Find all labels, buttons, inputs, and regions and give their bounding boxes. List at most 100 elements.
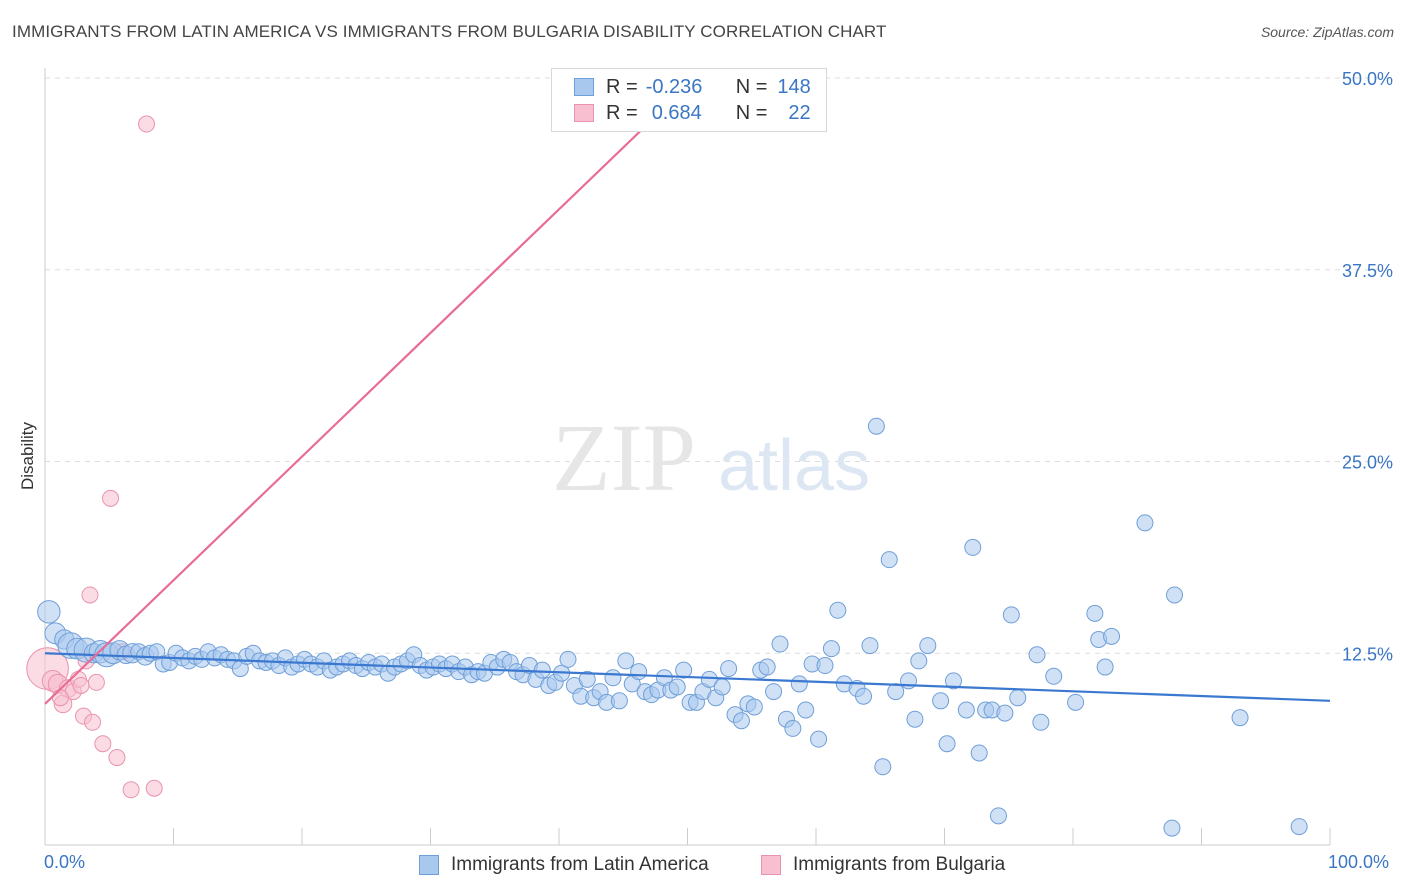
latin-america-point (816, 657, 834, 675)
latin-america-point (559, 650, 577, 668)
x-tick-label-min: 0.0% (44, 852, 86, 872)
bulgaria-point (108, 749, 126, 767)
latin-america-point (1086, 604, 1104, 622)
grid-lines (45, 77, 1395, 654)
latin-america-point (1009, 689, 1027, 707)
latin-america-point (1028, 646, 1046, 664)
latin-america-point (906, 710, 924, 728)
legend-swatch-pink (574, 104, 594, 122)
trend-lines (44, 84, 1331, 705)
legend-row-bulgaria: R = 0.684 N = 22 (574, 100, 811, 126)
legend-r-label: R = (606, 101, 638, 124)
latin-america-point (910, 652, 928, 670)
latin-america-point (989, 807, 1007, 825)
latin-america-point (867, 417, 885, 435)
y-tick-label: 25.0% (1342, 453, 1393, 473)
latin-america-point (1032, 713, 1050, 731)
legend-n-value: 148 (777, 75, 811, 98)
latin-america-point (745, 698, 763, 716)
y-tick-labels: 12.5% 25.0% 37.5% 50.0% (1342, 69, 1393, 664)
latin-america-point (732, 712, 750, 730)
legend-r-value: 0.684 (651, 101, 702, 124)
bulgaria-point (87, 673, 105, 691)
latin-america-point (944, 672, 962, 690)
latin-america-point (964, 538, 982, 556)
bulgaria-point (102, 489, 120, 507)
latin-america-point (610, 692, 628, 710)
latin-america-point (1163, 819, 1181, 837)
watermark-zip: ZIP (552, 404, 696, 511)
latin-america-point (1166, 586, 1184, 604)
latin-america-point (1136, 514, 1154, 532)
latin-america-point (578, 670, 596, 688)
bulgaria-point (138, 115, 156, 133)
latin-america-point (919, 637, 937, 655)
bulgaria-point (122, 781, 140, 799)
latin-america-point (880, 551, 898, 569)
legend-n-value: 22 (788, 101, 811, 124)
legend-item-bulgaria: Immigrants from Bulgaria (761, 852, 1005, 878)
latin-america-point (932, 692, 950, 710)
latin-america-point (822, 640, 840, 658)
bulgaria-point (84, 713, 102, 731)
latin-america-point (861, 637, 879, 655)
x-tick-label-max: 100.0% (1328, 852, 1390, 872)
legend-swatch-blue (419, 855, 439, 875)
bulgaria-point (81, 586, 99, 604)
bulgaria-point (72, 676, 90, 694)
latin-america-point (957, 701, 975, 719)
latin-america-point (970, 744, 988, 762)
latin-america-point (1067, 693, 1085, 711)
latin-america-point (1096, 658, 1114, 676)
y-axis-title: Disability (18, 421, 37, 491)
latin-america-point (668, 678, 686, 696)
latin-america-point (700, 670, 718, 688)
source-label: Source: ZipAtlas.com (1260, 24, 1394, 40)
latin-america-point (604, 669, 622, 687)
legend-row-latin-america: R = -0.236 N = 148 (574, 74, 811, 100)
chart-title: IMMIGRANTS FROM LATIN AMERICA VS IMMIGRA… (12, 22, 887, 41)
y-tick-label: 50.0% (1342, 69, 1393, 89)
latin-america-point (1231, 709, 1249, 727)
latin-america-point (790, 675, 808, 693)
latin-america-point (720, 660, 738, 678)
latin-america-point (713, 678, 731, 696)
correlation-legend: R = -0.236 N = 148 R = 0.684 N = 22 (551, 68, 827, 132)
latin-america-point (533, 661, 551, 679)
latin-america-point (784, 719, 802, 737)
legend-label: Immigrants from Latin America (451, 854, 709, 875)
latin-america-point (855, 687, 873, 705)
latin-america-point (887, 683, 905, 701)
latin-america-point (810, 730, 828, 748)
latin-america-point (874, 758, 892, 776)
latin-america-point (771, 635, 789, 653)
latin-america-point (630, 663, 648, 681)
legend-r-label: R = (606, 75, 638, 98)
legend-swatch-blue (574, 78, 594, 96)
legend-label: Immigrants from Bulgaria (793, 854, 1006, 875)
legend-swatch-pink (761, 855, 781, 875)
latin-america-point (797, 701, 815, 719)
latin-america-point (1290, 818, 1308, 836)
legend-n-label: N = (735, 75, 768, 98)
latin-america-point (37, 600, 61, 624)
legend-r-value: -0.236 (645, 75, 703, 98)
bulgaria-point (51, 689, 69, 707)
latin-america-point (1045, 667, 1063, 685)
latin-america-point (1103, 627, 1121, 645)
latin-america-point (1002, 606, 1020, 624)
y-tick-label: 37.5% (1342, 261, 1393, 281)
axes (44, 68, 1331, 846)
bulgaria-point (145, 779, 163, 797)
bulgaria-point (94, 735, 112, 753)
series-legend: Immigrants from Latin America Immigrants… (0, 852, 1406, 878)
latin-america-trend-line (44, 652, 1331, 702)
latin-america-point (996, 704, 1014, 722)
bulgaria-trend-line (44, 84, 689, 705)
y-tick-label: 12.5% (1342, 644, 1393, 664)
latin-america-point (829, 601, 847, 619)
latin-america-point (675, 661, 693, 679)
latin-america-point (617, 652, 635, 670)
watermark-atlas: atlas (718, 426, 870, 506)
